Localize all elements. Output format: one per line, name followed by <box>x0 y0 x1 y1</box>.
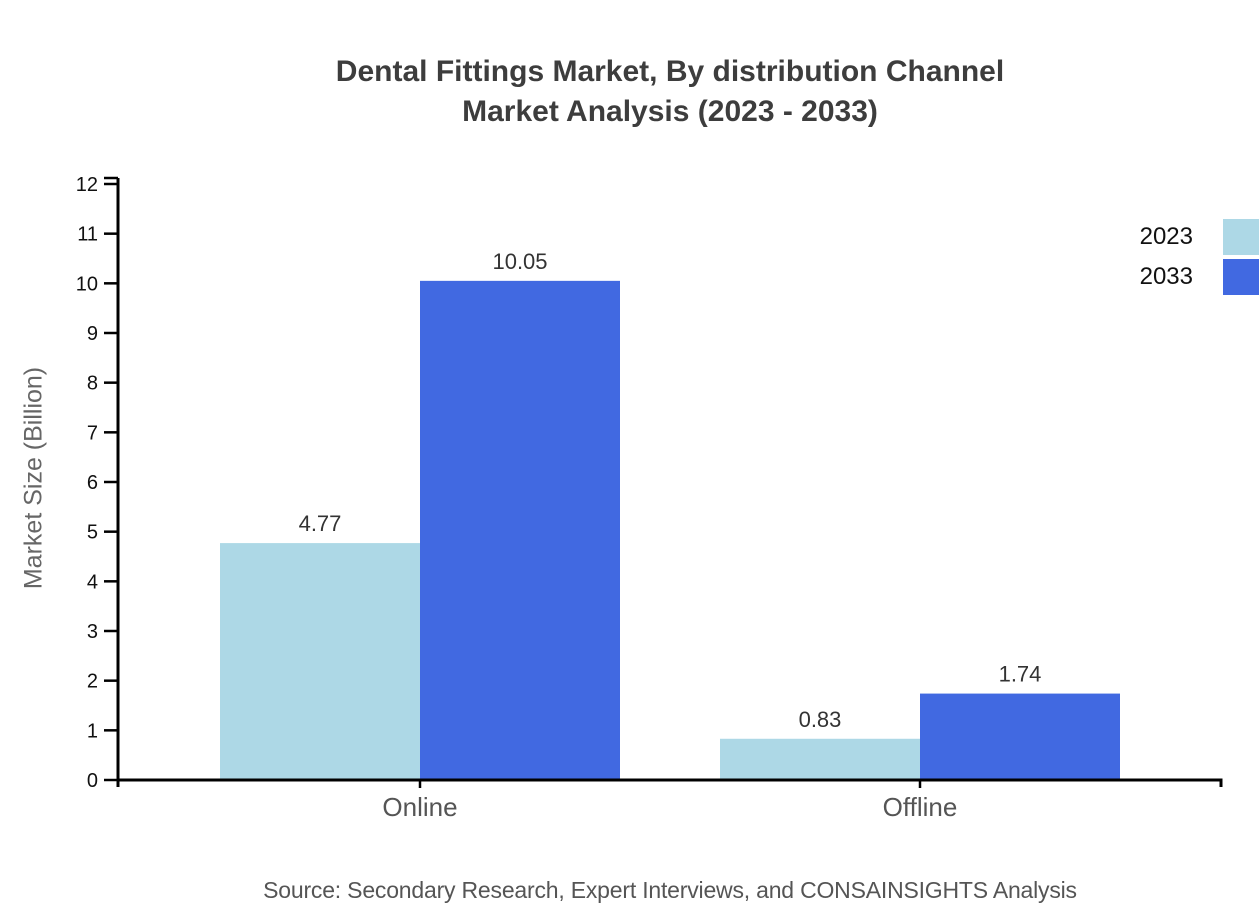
y-tick-label: 8 <box>87 373 98 395</box>
legend-item-2023: 2023 <box>1140 219 1259 255</box>
y-tick-label: 3 <box>87 621 98 643</box>
bar-offline-2023 <box>720 738 920 780</box>
y-tick-label: 9 <box>87 323 98 345</box>
bar-value-label: 10.05 <box>492 249 547 274</box>
y-tick-label: 0 <box>87 770 98 792</box>
x-category-label: Offline <box>883 792 958 822</box>
y-tick-label: 5 <box>87 522 98 544</box>
bar-value-label: 1.74 <box>999 662 1042 687</box>
legend-label-2023: 2023 <box>1139 223 1193 250</box>
legend-swatch-2033 <box>1223 259 1259 295</box>
bar-online-2033 <box>420 280 620 780</box>
chart-title-line1: Dental Fittings Market, By distribution … <box>335 55 1005 88</box>
legend-label-2033: 2033 <box>1139 263 1193 290</box>
chart-title: Dental Fittings Market, By distribution … <box>90 52 1250 132</box>
y-tick-label: 7 <box>87 422 98 444</box>
bar-online-2023 <box>220 543 420 780</box>
bar-value-label: 4.77 <box>299 511 342 536</box>
bar-value-label: 0.83 <box>799 707 842 732</box>
x-axis-line <box>116 778 1223 787</box>
y-tick-label: 6 <box>87 472 98 494</box>
legend-item-2033: 2033 <box>1140 259 1259 295</box>
legend-swatch-2023 <box>1223 219 1259 255</box>
chart-title-line2: Market Analysis (2023 - 2033) <box>462 95 878 128</box>
y-tick-label: 11 <box>77 224 98 246</box>
y-tick-label: 10 <box>76 273 98 295</box>
legend: 2023 2033 <box>1140 219 1259 295</box>
x-category-label: Online <box>382 792 457 822</box>
y-tick-label: 4 <box>87 571 98 593</box>
y-tick-label: 12 <box>76 174 98 196</box>
bar-offline-2033 <box>920 693 1120 780</box>
source-note: Source: Secondary Research, Expert Inter… <box>263 877 1077 903</box>
y-tick-label: 2 <box>87 671 98 693</box>
y-tick-label: 1 <box>87 720 98 742</box>
